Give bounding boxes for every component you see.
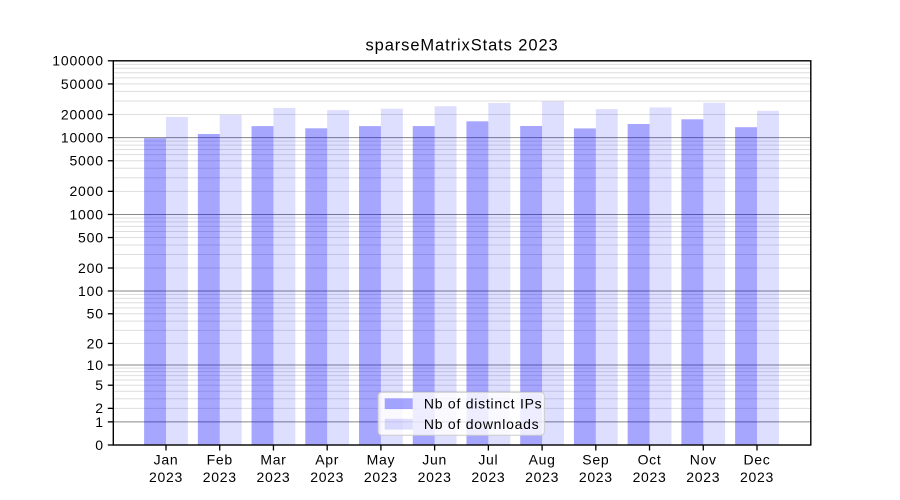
svg-text:Feb: Feb [207,452,233,468]
svg-text:May: May [367,452,396,468]
svg-text:100: 100 [78,283,104,299]
svg-text:10000: 10000 [61,130,104,146]
svg-text:2023: 2023 [418,469,452,485]
svg-text:200: 200 [78,260,104,276]
svg-text:Jan: Jan [154,452,179,468]
svg-text:2023: 2023 [310,469,344,485]
svg-text:2023: 2023 [633,469,667,485]
svg-text:2023: 2023 [740,469,774,485]
svg-text:Nb of downloads: Nb of downloads [424,416,540,432]
svg-text:Aug: Aug [529,452,556,468]
svg-text:2023: 2023 [149,469,183,485]
svg-text:500: 500 [78,229,104,245]
svg-text:2000: 2000 [69,183,103,199]
svg-text:Oct: Oct [638,452,662,468]
svg-text:20000: 20000 [61,106,104,122]
svg-text:1000: 1000 [69,206,103,222]
svg-text:Jun: Jun [422,452,447,468]
svg-text:5000: 5000 [69,153,103,169]
svg-text:2023: 2023 [203,469,237,485]
svg-text:Sep: Sep [582,452,609,468]
svg-text:sparseMatrixStats 2023: sparseMatrixStats 2023 [365,37,558,55]
svg-text:0: 0 [95,437,104,453]
svg-text:20: 20 [87,335,104,351]
svg-text:100000: 100000 [52,53,104,69]
svg-text:2023: 2023 [525,469,559,485]
svg-text:5: 5 [95,377,104,393]
svg-text:2023: 2023 [686,469,720,485]
svg-text:Apr: Apr [315,452,339,468]
svg-text:Jul: Jul [478,452,498,468]
svg-text:50000: 50000 [61,76,104,92]
svg-text:Nov: Nov [690,452,717,468]
svg-text:Nb of distinct IPs: Nb of distinct IPs [424,396,543,412]
svg-text:2023: 2023 [579,469,613,485]
svg-text:1: 1 [95,414,104,430]
svg-text:Dec: Dec [744,452,771,468]
svg-text:2023: 2023 [471,469,505,485]
svg-text:Mar: Mar [260,452,286,468]
svg-text:2: 2 [95,400,104,416]
svg-text:10: 10 [87,357,104,373]
svg-text:2023: 2023 [364,469,398,485]
svg-text:50: 50 [87,306,104,322]
svg-text:2023: 2023 [256,469,290,485]
